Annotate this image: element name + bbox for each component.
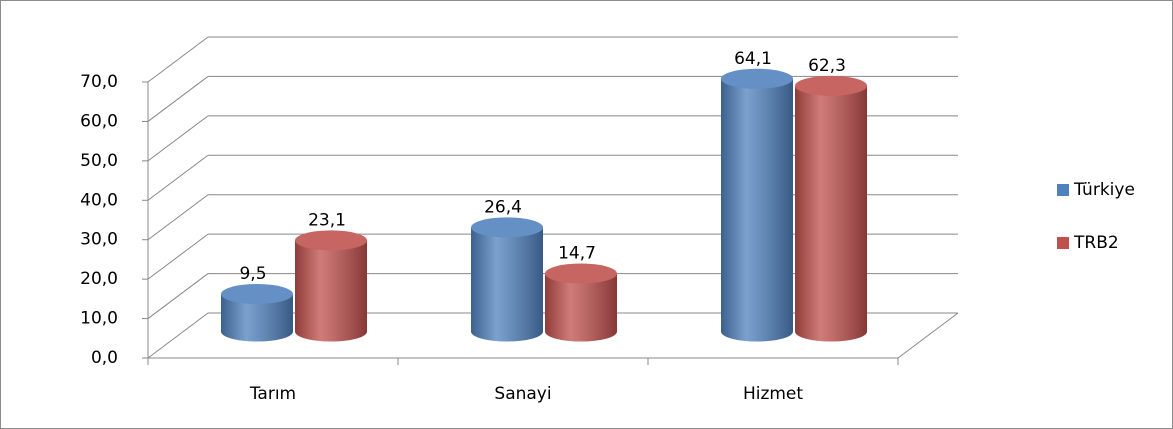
legend-label: Türkiye [1073, 180, 1135, 200]
bar-shade [471, 227, 543, 342]
bar-shade [221, 294, 293, 342]
value-label: 64,1 [734, 49, 772, 69]
value-label: 23,1 [308, 210, 346, 230]
legend-label: TRB2 [1073, 233, 1119, 253]
bar-top [295, 230, 367, 251]
y-tick-label: 20,0 [80, 269, 118, 289]
y-tick-label: 70,0 [80, 72, 118, 92]
bar-top [221, 284, 293, 305]
y-tick-label: 10,0 [80, 309, 118, 329]
x-tick-label: Sanayi [494, 384, 551, 404]
bar-top-shade [545, 263, 617, 284]
grid-line [147, 233, 209, 280]
grid-line [147, 76, 209, 122]
y-tick-label: 60,0 [80, 111, 118, 131]
grid-line [147, 312, 209, 359]
plot: 0,0 10,0 20,0 30,0 40,0 50,0 60,0 70,0 Tarım 9,5 2… [80, 36, 1135, 404]
bar-shade [295, 240, 367, 342]
grid-line [147, 154, 209, 201]
bar-top [545, 263, 617, 284]
floor-right [897, 312, 959, 359]
bar-top [721, 68, 793, 89]
bar-top-shade [295, 230, 367, 251]
grid-line [147, 115, 209, 162]
bar-shade [795, 85, 867, 342]
legend-swatch [1057, 237, 1069, 249]
bar-top-shade [795, 75, 867, 96]
legend-swatch [1057, 184, 1069, 196]
bar-top [471, 217, 543, 238]
bar-top-shade [721, 68, 793, 89]
grid-line [147, 273, 209, 319]
y-tick-label: 50,0 [80, 151, 118, 171]
x-tick-label: Tarım [249, 384, 296, 404]
bar-shade [545, 273, 617, 342]
grid-line [147, 194, 209, 241]
y-tick-label: 0,0 [91, 348, 118, 368]
x-tick-label: Hizmet [743, 384, 803, 404]
y-tick-label: 30,0 [80, 230, 118, 250]
value-label: 9,5 [239, 264, 266, 284]
value-label: 26,4 [484, 197, 522, 217]
value-label: 14,7 [558, 244, 596, 264]
bar-shade [721, 78, 793, 342]
grid-line [147, 36, 209, 83]
bar-top-shade [471, 217, 543, 238]
bar-top [795, 75, 867, 96]
bar-top-shade [221, 284, 293, 305]
y-tick-label: 40,0 [80, 190, 118, 210]
value-label: 62,3 [808, 56, 846, 76]
